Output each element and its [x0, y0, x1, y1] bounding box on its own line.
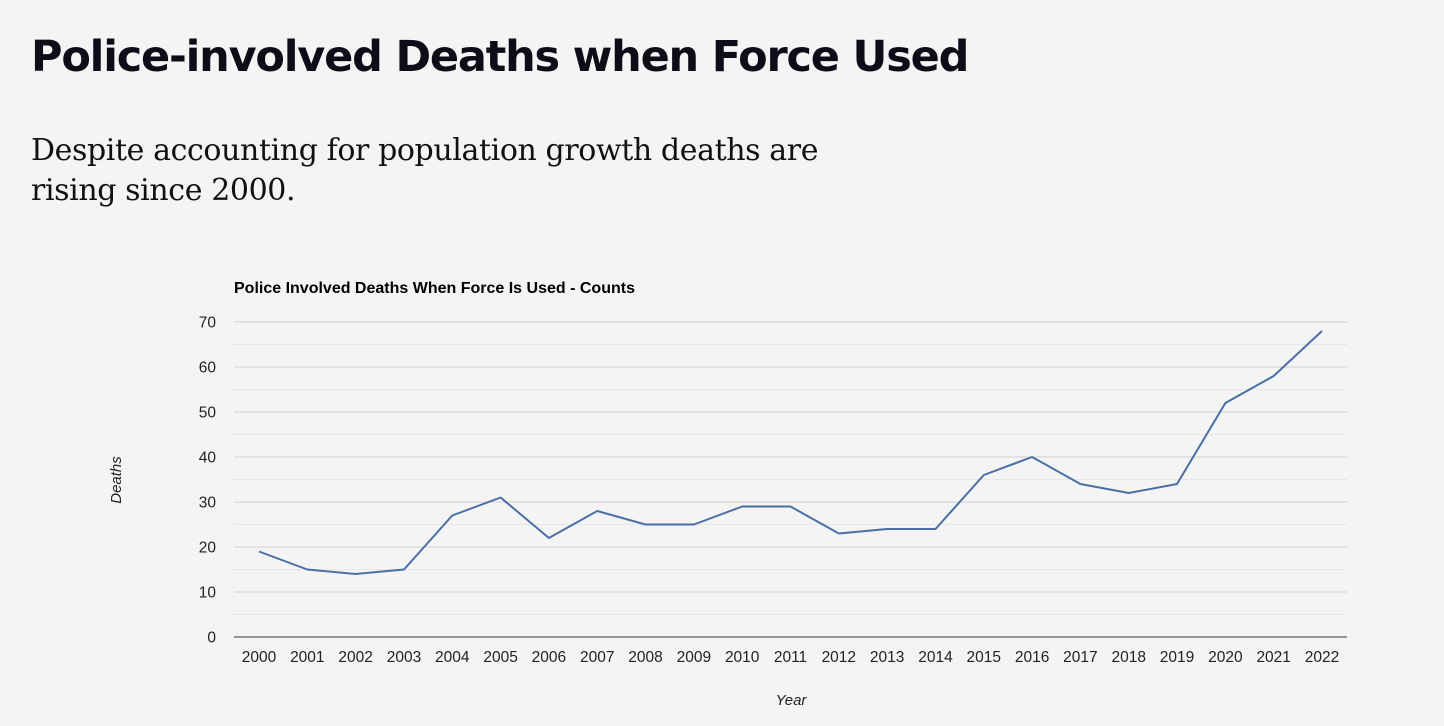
- x-axis-ticks: 2000 2001 2002 2003 2004 2005 2006 2007 2008 2009…: [242, 649, 1339, 666]
- x-tick-label: 2016: [1015, 649, 1049, 666]
- y-tick-label: 50: [199, 405, 217, 422]
- x-tick-label: 2003: [387, 649, 421, 666]
- x-tick-label: 2008: [628, 649, 662, 666]
- y-tick-label: 60: [199, 360, 217, 377]
- x-tick-label: 2021: [1256, 649, 1290, 666]
- chart-title: Police Involved Deaths When Force Is Use…: [234, 280, 635, 297]
- page-subtitle: Despite accounting for population growth…: [31, 133, 819, 208]
- x-tick-label: 2011: [774, 649, 807, 666]
- y-tick-label: 20: [199, 540, 217, 557]
- y-tick-label: 40: [199, 450, 217, 467]
- x-tick-label: 2019: [1160, 649, 1194, 666]
- x-tick-label: 2022: [1305, 649, 1339, 666]
- x-tick-label: 2002: [338, 649, 372, 666]
- y-tick-label: 70: [199, 315, 217, 332]
- x-tick-label: 2005: [483, 649, 517, 666]
- series-line: [258, 330, 1323, 575]
- x-tick-label: 2007: [580, 649, 614, 666]
- y-tick-label: 10: [199, 585, 217, 602]
- x-tick-label: 2001: [290, 649, 324, 666]
- x-tick-label: 2010: [725, 649, 760, 666]
- x-tick-label: 2015: [967, 649, 1001, 666]
- x-tick-label: 2018: [1111, 649, 1145, 666]
- x-tick-label: 2013: [870, 649, 904, 666]
- x-tick-label: 2012: [822, 649, 856, 666]
- y-tick-label: 0: [207, 630, 216, 647]
- x-axis-title: Year: [776, 692, 808, 709]
- x-tick-label: 2014: [918, 649, 953, 666]
- y-axis-ticks: 0 10 20 30 40 50 60 70: [199, 315, 217, 647]
- x-tick-label: 2020: [1208, 649, 1243, 666]
- x-tick-label: 2006: [532, 649, 566, 666]
- y-tick-label: 30: [199, 495, 217, 512]
- grid-lines: [234, 321, 1347, 615]
- y-axis-title: Deaths: [108, 456, 125, 504]
- page-title: Police-involved Deaths when Force Used: [31, 32, 969, 82]
- x-tick-label: 2004: [435, 649, 470, 666]
- x-tick-label: 2017: [1063, 649, 1097, 666]
- x-tick-label: 2009: [677, 649, 711, 666]
- x-tick-label: 2000: [242, 649, 277, 666]
